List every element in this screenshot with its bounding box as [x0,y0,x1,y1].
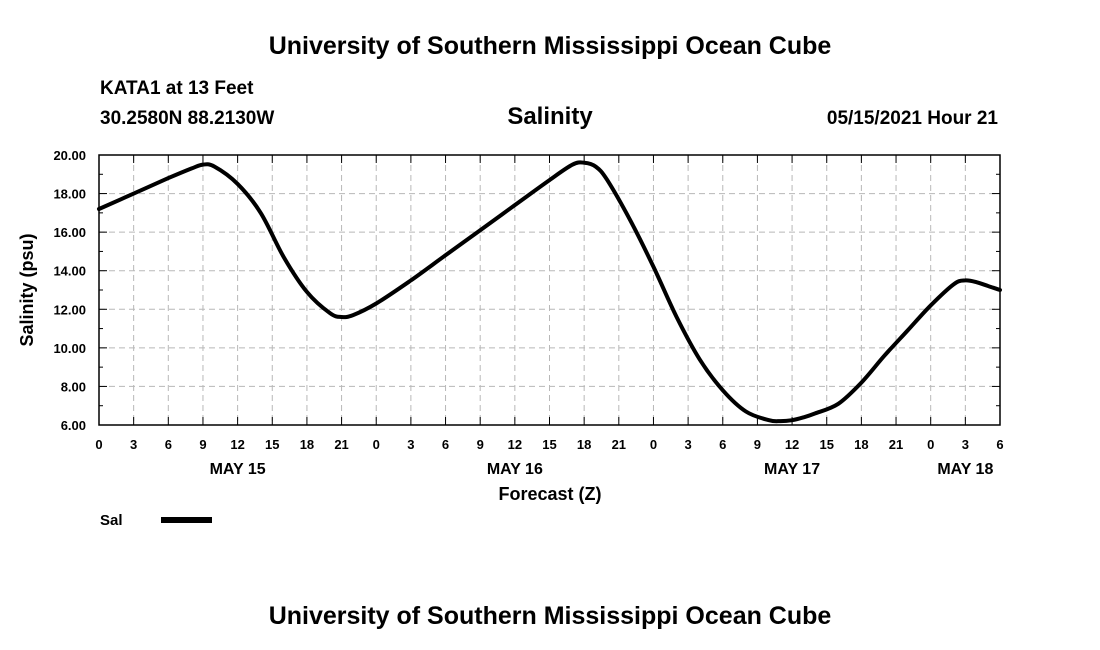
y-axis-label: Salinity (psu) [17,233,37,346]
timestamp-label: 05/15/2021 Hour 21 [827,108,999,129]
x-tick-label: 3 [407,437,414,452]
x-axis-label: Forecast (Z) [498,484,601,504]
day-label: MAY 15 [210,461,266,478]
x-tick-label: 15 [542,437,556,452]
day-label: MAY 16 [487,461,543,478]
y-tick-label: 8.00 [61,379,86,394]
main-title: University of Southern Mississippi Ocean… [269,32,832,60]
x-tick-label: 12 [785,437,799,452]
footer-title: University of Southern Mississippi Ocean… [269,602,832,630]
series-line-sal [97,160,1002,424]
x-tick-label: 18 [577,437,591,452]
day-labels: MAY 15 MAY 16 MAY 17 MAY 18 [210,461,994,478]
x-tick-label: 9 [477,437,484,452]
grid [99,155,1000,425]
x-tick-label: 12 [508,437,522,452]
x-tick-label: 0 [927,437,934,452]
x-tick-label: 15 [265,437,279,452]
x-tick-label: 15 [819,437,833,452]
y-tick-label: 20.00 [53,148,86,163]
x-tick-label: 21 [612,437,626,452]
y-tick-label: 14.00 [53,264,86,279]
station-label: KATA1 at 13 Feet [100,78,254,99]
y-axis-ticks: 6.00 8.00 10.00 12.00 14.00 16.00 18.00 20.00 [53,148,1000,433]
x-tick-label: 9 [754,437,761,452]
x-tick-label: 0 [373,437,380,452]
x-tick-label: 18 [854,437,868,452]
x-tick-label: 0 [95,437,102,452]
legend: Sal [100,512,212,529]
y-tick-label: 6.00 [61,418,86,433]
x-tick-label: 6 [165,437,172,452]
x-tick-label: 18 [300,437,314,452]
day-label: MAY 18 [937,461,993,478]
x-tick-label: 6 [719,437,726,452]
y-tick-label: 12.00 [53,302,86,317]
x-tick-label: 6 [996,437,1003,452]
x-tick-label: 6 [442,437,449,452]
coords-label: 30.2580N 88.2130W [100,108,274,129]
x-tick-label: 3 [962,437,969,452]
y-tick-label: 18.00 [53,187,86,202]
y-tick-label: 16.00 [53,225,86,240]
x-tick-label: 0 [650,437,657,452]
x-tick-label: 21 [889,437,903,452]
x-tick-label: 9 [199,437,206,452]
chart-title: Salinity [507,103,593,130]
day-label: MAY 17 [764,461,820,478]
y-tick-label: 10.00 [53,341,86,356]
x-tick-label: 12 [230,437,244,452]
x-tick-label: 21 [334,437,348,452]
x-tick-label: 3 [130,437,137,452]
series-layer [97,160,1002,424]
x-tick-label: 3 [684,437,691,452]
legend-label-sal: Sal [100,512,123,529]
